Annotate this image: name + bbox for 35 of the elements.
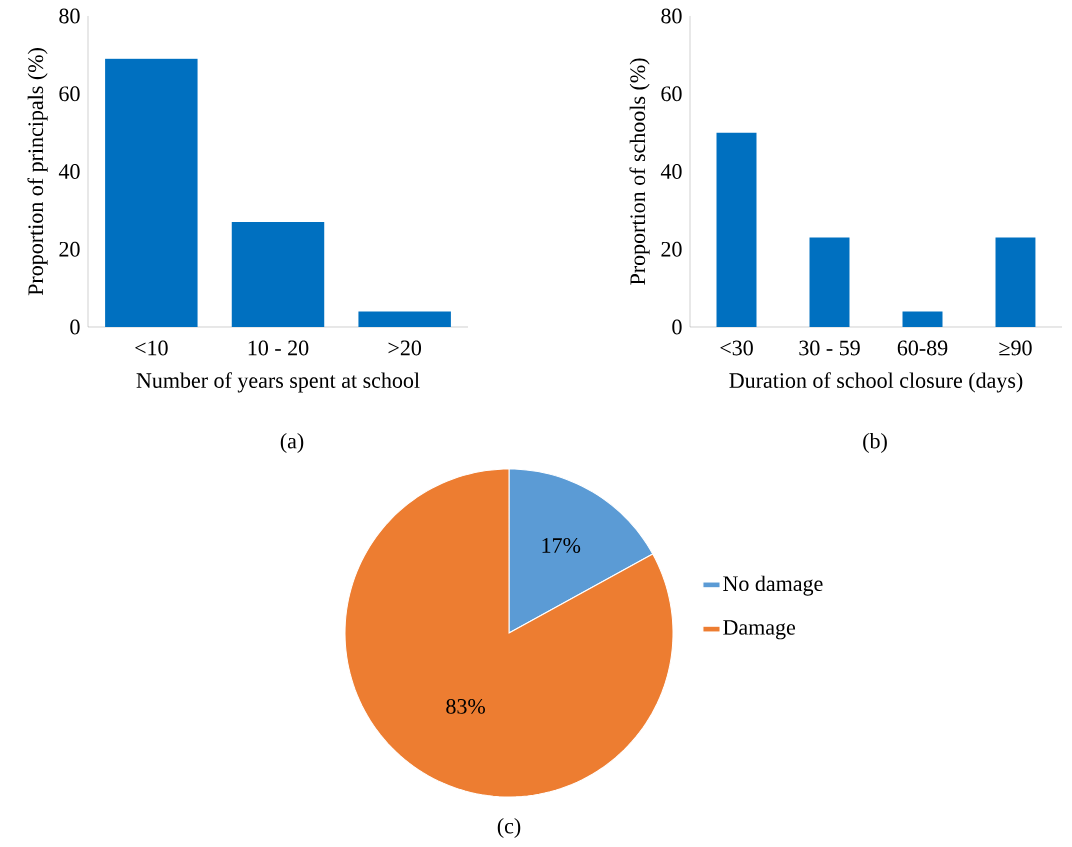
y-tick-label: 0 bbox=[672, 319, 682, 335]
x-tick-label: 10 - 20 bbox=[248, 340, 309, 356]
bar bbox=[105, 58, 198, 327]
bar bbox=[995, 237, 1036, 327]
x-tick-label: 60-89 bbox=[897, 340, 948, 356]
y-axis-title: Proportion of schools (%) bbox=[629, 58, 650, 285]
y-tick-label: 60 bbox=[59, 86, 80, 102]
y-tick-label: 0 bbox=[70, 319, 80, 335]
y-tick-label: 20 bbox=[661, 241, 682, 257]
bar bbox=[902, 311, 943, 327]
x-tick-label: 30 - 59 bbox=[799, 340, 860, 356]
text: (b) bbox=[863, 433, 887, 453]
bar bbox=[231, 222, 325, 327]
y-tick-label: 40 bbox=[660, 164, 682, 179]
y-axis-title: Proportion of principals (%) bbox=[27, 48, 48, 296]
y-tick-label: 80 bbox=[661, 8, 682, 24]
legend-label: No damage bbox=[723, 575, 823, 596]
y-tick-label: 60 bbox=[661, 86, 682, 102]
bar bbox=[809, 237, 850, 327]
data-label: 83% bbox=[446, 698, 486, 714]
x-axis-title: Duration of school closure (days) bbox=[729, 372, 1023, 393]
x-tick-label: <10 bbox=[135, 340, 168, 356]
bar bbox=[716, 132, 757, 327]
y-tick-label: 20 bbox=[59, 241, 80, 257]
bar bbox=[358, 311, 451, 327]
x-tick-label: <30 bbox=[720, 340, 753, 356]
x-axis-title: Number of years spent at school bbox=[136, 372, 420, 393]
legend-label: Damage bbox=[723, 620, 796, 640]
y-tick-label: 80 bbox=[59, 8, 80, 24]
text: (c) bbox=[497, 818, 521, 838]
text: (a) bbox=[280, 433, 304, 453]
data-label: 17% bbox=[542, 538, 581, 553]
y-tick-label: 40 bbox=[58, 164, 80, 179]
x-tick-label: >20 bbox=[388, 340, 422, 356]
x-tick-label: ≥90 bbox=[999, 340, 1032, 356]
